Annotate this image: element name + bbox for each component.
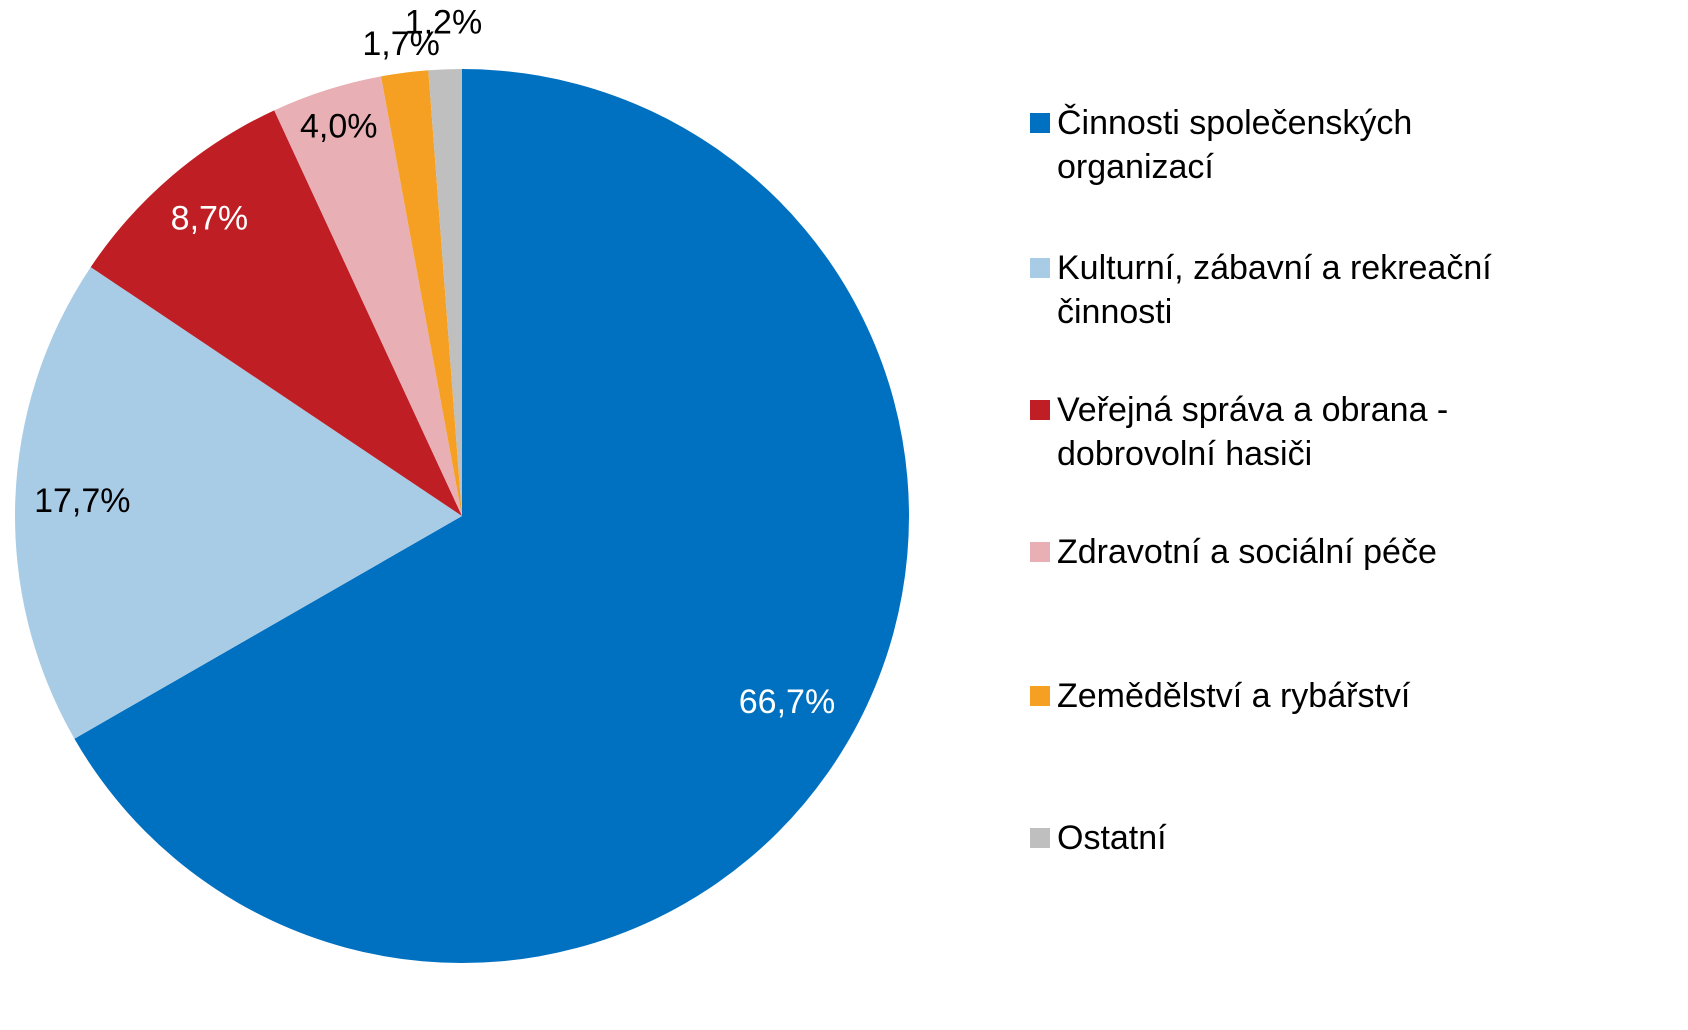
legend-label: Zdravotní a sociální péče — [1057, 533, 1437, 571]
legend-item: Zdravotní a sociální péče — [1030, 530, 1560, 574]
legend-item: Činnosti společenských organizací — [1030, 101, 1560, 189]
pie-slice — [90, 110, 462, 516]
data-label: 8,7% — [171, 199, 249, 237]
pie-slice — [428, 69, 462, 516]
pie-slice — [381, 70, 462, 517]
legend-swatch — [1030, 400, 1050, 420]
legend-swatch — [1030, 113, 1050, 133]
legend-label: Veřejná správa a obrana - dobrovolní has… — [1057, 391, 1449, 473]
legend-label: Kulturní, zábavní a rekreační činnosti — [1057, 249, 1492, 331]
data-label: 4,0% — [300, 107, 378, 145]
legend-swatch — [1030, 828, 1050, 848]
legend-item: Zemědělství a rybářství — [1030, 674, 1560, 718]
legend-item: Veřejná správa a obrana - dobrovolní has… — [1030, 388, 1560, 476]
legend-item: Ostatní — [1030, 816, 1560, 860]
legend-label: Ostatní — [1057, 819, 1167, 857]
pie-slice — [274, 76, 462, 516]
legend-swatch — [1030, 686, 1050, 706]
legend-item: Kulturní, zábavní a rekreační činnosti — [1030, 246, 1560, 334]
legend-swatch — [1030, 258, 1050, 278]
data-label: 1,2% — [405, 4, 483, 42]
data-label: 17,7% — [34, 482, 130, 520]
pie-slice — [74, 69, 910, 963]
legend-swatch — [1030, 542, 1050, 562]
data-label: 66,7% — [739, 683, 835, 721]
pie-slice — [14, 267, 463, 739]
legend-label: Činnosti společenských organizací — [1057, 104, 1413, 186]
legend-label: Zemědělství a rybářství — [1057, 677, 1411, 715]
data-label: 1,7% — [362, 25, 440, 63]
